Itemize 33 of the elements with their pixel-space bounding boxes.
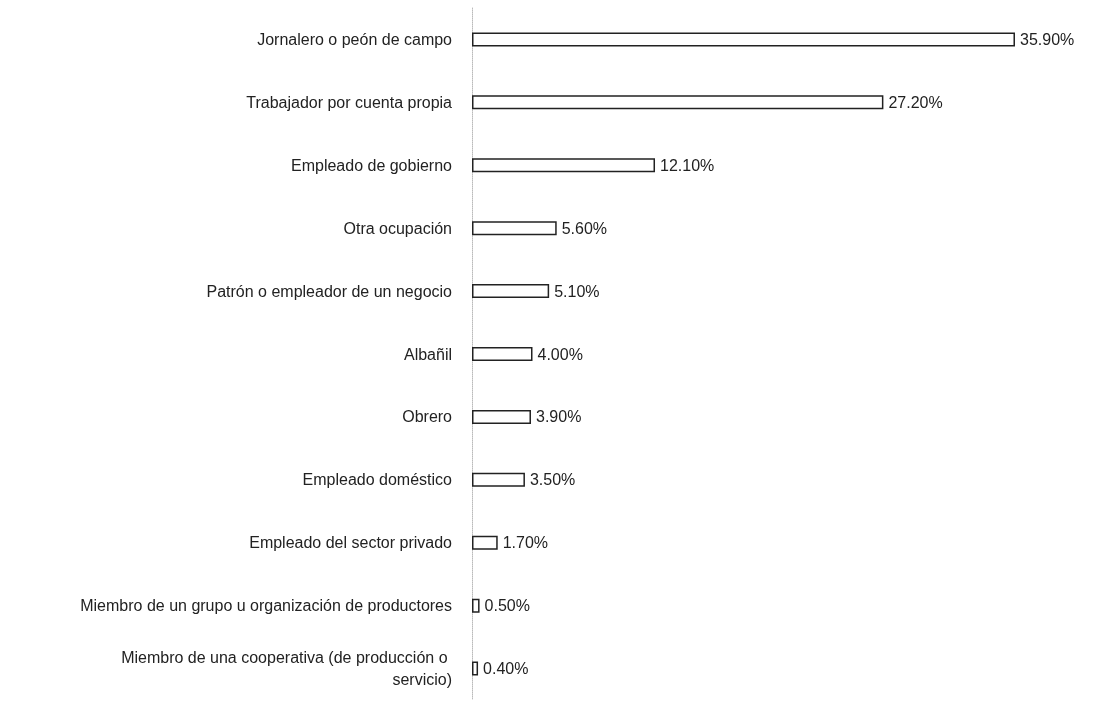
- bar: [472, 158, 656, 173]
- data-label: 3.90%: [535, 408, 582, 426]
- data-label: 3.50%: [529, 471, 576, 489]
- bar: [472, 661, 479, 676]
- bar: [472, 409, 531, 424]
- data-label: 12.10%: [660, 156, 715, 174]
- bar: [472, 221, 557, 236]
- bar: [472, 472, 525, 487]
- data-label: 5.10%: [554, 282, 600, 300]
- y-tick-label: Patrón o empleador de un negocio: [206, 282, 453, 300]
- y-tick-label: Jornalero o peón de campo: [257, 30, 453, 48]
- y-tick-label: Obrero: [402, 408, 453, 426]
- y-tick-label: Empleado de gobierno: [290, 156, 453, 174]
- y-tick-label: Miembro de un grupo u organización de productores: [80, 597, 452, 615]
- y-tick-label: Empleado del sector privado: [249, 534, 453, 552]
- y-tick-label: Empleado doméstico: [302, 471, 453, 489]
- data-label: 35.90%: [1019, 30, 1075, 48]
- bar: [472, 598, 480, 613]
- y-tick-label: Miembro de una cooperativa (de producción o servicio): [121, 649, 452, 689]
- data-label: 5.60%: [561, 219, 608, 237]
- data-label: 4.00%: [537, 345, 583, 363]
- y-tick-label: Albañil: [403, 345, 452, 363]
- y-tick-label: Otra ocupación: [343, 219, 452, 237]
- data-label: 1.70%: [502, 534, 549, 552]
- bar: [472, 535, 498, 550]
- bar: [472, 32, 1015, 47]
- y-tick-label: Trabajador por cuenta propia: [246, 93, 453, 111]
- data-label: 0.50%: [484, 597, 530, 615]
- bar: [472, 347, 533, 361]
- bar: [472, 95, 884, 110]
- bar: [472, 284, 550, 299]
- data-label: 0.40%: [483, 660, 529, 678]
- data-label: 27.20%: [888, 93, 943, 111]
